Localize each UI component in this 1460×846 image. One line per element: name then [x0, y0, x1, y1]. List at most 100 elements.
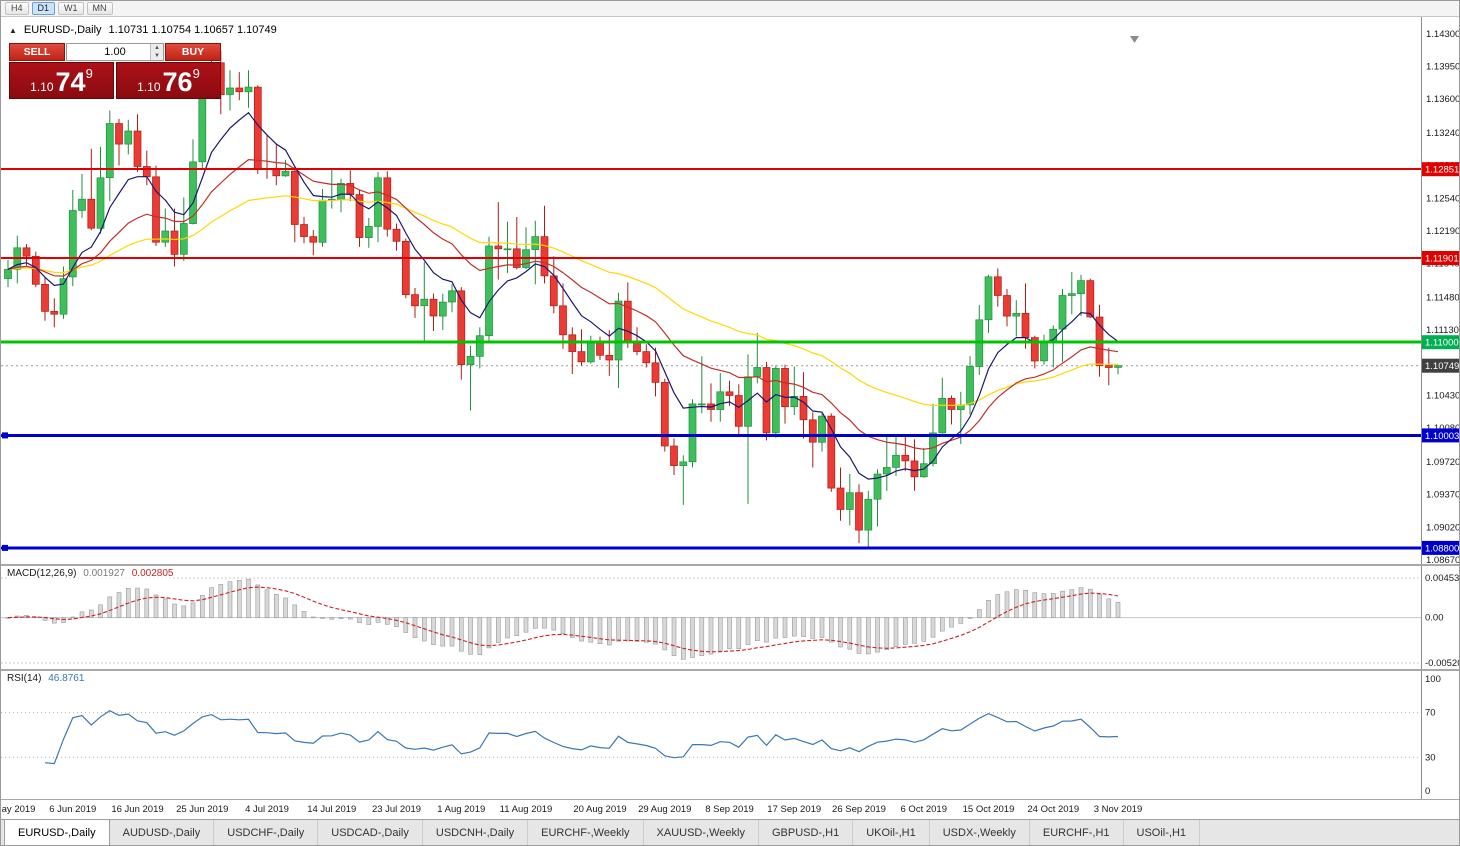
rsi-line: [44, 710, 1119, 765]
sell-button[interactable]: SELL: [9, 43, 65, 61]
svg-text:1.12540: 1.12540: [1426, 193, 1460, 204]
date-label: 1 Aug 2019: [437, 804, 486, 815]
svg-text:1.11130: 1.11130: [1426, 325, 1459, 336]
sell-price-base: 1.10: [30, 80, 54, 94]
timeframe-h4[interactable]: H4: [5, 2, 29, 15]
macd-histogram: [5, 578, 1121, 660]
svg-text:0.004536: 0.004536: [1425, 573, 1460, 584]
chart-tab[interactable]: EURCHF-,H1: [1030, 820, 1124, 845]
date-label: 26 Sep 2019: [832, 804, 886, 815]
date-label: 16 Jun 2019: [111, 804, 164, 815]
svg-text:30: 30: [1425, 752, 1436, 763]
candles: [4, 50, 1122, 549]
macd-value-main: 0.001927: [83, 568, 125, 579]
chart-tab[interactable]: USDCHF-,Daily: [214, 820, 319, 845]
date-label: 15 Oct 2019: [962, 804, 1015, 815]
series-end-marker-icon: [1130, 36, 1139, 43]
chart-tab[interactable]: USDCAD-,Daily: [318, 820, 423, 845]
macd-label: MACD(12,26,9) 0.001927 0.002805: [7, 568, 174, 579]
macd-panel[interactable]: 0.004536 0.00 -0.005205: [1, 564, 1460, 669]
ema-slow: [7, 195, 1119, 407]
chart-tab[interactable]: UKOil-,H1: [853, 820, 930, 845]
rsi-value: 46.8761: [48, 673, 85, 684]
chart-canvas[interactable]: 1.143001.139501.136001.132401.128901.125…: [1, 17, 1460, 566]
buy-price-box[interactable]: 1.10 76 9: [116, 62, 221, 99]
chart-tab[interactable]: AUDUSD-,Daily: [110, 820, 215, 845]
time-axis[interactable]: 28 May 2019 6 Jun 2019 16 Jun 2019 25 Jun 2…: [1, 799, 1459, 819]
buy-button[interactable]: BUY: [165, 43, 221, 61]
date-label: 24 Oct 2019: [1027, 804, 1080, 815]
svg-text:70: 70: [1425, 708, 1436, 719]
svg-text:1.08800: 1.08800: [1425, 543, 1459, 554]
date-label: 17 Sep 2019: [767, 804, 822, 815]
date-label: 6 Oct 2019: [900, 804, 947, 815]
sell-price-box[interactable]: 1.10 74 9: [9, 62, 114, 99]
volume-value: 1.00: [104, 46, 126, 58]
date-label: 3 Nov 2019: [1093, 804, 1143, 815]
svg-text:1.10749: 1.10749: [1425, 361, 1459, 372]
chart-tab[interactable]: USDX-,Weekly: [930, 820, 1030, 845]
sell-price-sup: 9: [85, 66, 93, 81]
svg-text:100: 100: [1425, 674, 1441, 685]
svg-text:0: 0: [1425, 786, 1430, 797]
chart-tab[interactable]: XAUUSD-,Weekly: [644, 820, 759, 845]
timeframe-toolbar: H4 D1 W1 MN: [1, 1, 1459, 17]
macd-value-signal: 0.002805: [131, 568, 174, 579]
timeframe-mn[interactable]: MN: [86, 2, 113, 15]
date-label: 8 Sep 2019: [705, 804, 754, 815]
price-axis[interactable]: 1.143001.139501.136001.132401.128901.125…: [1421, 17, 1460, 566]
volume-stepper[interactable]: ▲ ▼: [150, 44, 163, 60]
svg-text:1.11480: 1.11480: [1426, 292, 1460, 303]
svg-text:1.10003: 1.10003: [1425, 431, 1459, 442]
macd-svg: 0.004536 0.00 -0.005205: [1, 566, 1460, 669]
svg-text:1.11901: 1.11901: [1425, 254, 1459, 265]
svg-text:1.09370: 1.09370: [1426, 490, 1460, 501]
moving-average-lines: [7, 111, 1119, 480]
date-label: 6 Jun 2019: [49, 804, 97, 815]
chart-tab[interactable]: USOil-,H1: [1124, 820, 1201, 845]
date-label: 25 Jun 2019: [176, 804, 229, 815]
volume-down-icon[interactable]: ▼: [151, 52, 163, 60]
chart-tab[interactable]: GBPUSD-,H1: [759, 820, 854, 845]
date-label: 28 May 2019: [1, 804, 36, 815]
price-badges: 1.12851 1.11901 1.11000 1.10749 1.10003 1.088…: [1422, 162, 1459, 555]
volume-input[interactable]: 1.00 ▲ ▼: [66, 43, 164, 61]
date-label: 14 Jul 2019: [307, 804, 357, 815]
svg-text:1.13240: 1.13240: [1426, 128, 1460, 139]
sell-price-big: 74: [55, 67, 86, 97]
chart-tab[interactable]: EURUSD-,Daily: [4, 820, 110, 845]
svg-text:0.00: 0.00: [1425, 613, 1444, 624]
chart-title: ▲ EURUSD-,Daily 1.10731 1.10754 1.10657 …: [9, 24, 277, 36]
macd-signal-line: [7, 586, 1119, 653]
svg-text:-0.005205: -0.005205: [1425, 658, 1460, 669]
date-label: 23 Jul 2019: [371, 804, 422, 815]
price-chart-svg: 1.143001.139501.136001.132401.128901.125…: [1, 17, 1460, 566]
timeframe-d1[interactable]: D1: [31, 2, 56, 15]
buy-price-base: 1.10: [137, 80, 161, 94]
buy-price-big: 76: [162, 67, 193, 97]
date-label: 4 Jul 2019: [245, 804, 289, 815]
chart-tab[interactable]: EURCHF-,Weekly: [528, 820, 644, 845]
chart-tab[interactable]: USDCNH-,Daily: [423, 820, 529, 845]
date-label: 11 Aug 2019: [499, 804, 553, 815]
collapse-trade-panel-icon[interactable]: ▲: [9, 25, 17, 35]
horizontal-level-lines[interactable]: [1, 168, 1421, 551]
rsi-panel[interactable]: 100 70 30 0: [1, 669, 1459, 799]
svg-text:1.12190: 1.12190: [1426, 226, 1460, 237]
ema-medium: [7, 158, 1119, 450]
svg-text:1.14300: 1.14300: [1426, 29, 1460, 40]
buy-price-sup: 9: [192, 66, 200, 81]
one-click-trading-panel: SELL 1.00 ▲ ▼ BUY 1.10 74 9 1.10 76 9: [9, 43, 221, 99]
svg-text:1.12851: 1.12851: [1425, 165, 1459, 176]
svg-text:1.09020: 1.09020: [1426, 522, 1460, 533]
rsi-name: RSI(14): [7, 673, 42, 684]
date-label: 29 Aug 2019: [638, 804, 692, 815]
rsi-svg: 100 70 30 0: [1, 671, 1441, 799]
symbol-title: EURUSD-,Daily: [23, 24, 102, 36]
rsi-label: RSI(14) 46.8761: [7, 673, 85, 684]
volume-up-icon[interactable]: ▲: [151, 44, 163, 52]
tab-bar: EURUSD-,Daily AUDUSD-,Daily USDCHF-,Daily U…: [1, 819, 1459, 845]
timeframe-w1[interactable]: W1: [58, 2, 84, 15]
svg-text:1.10430: 1.10430: [1426, 391, 1460, 402]
